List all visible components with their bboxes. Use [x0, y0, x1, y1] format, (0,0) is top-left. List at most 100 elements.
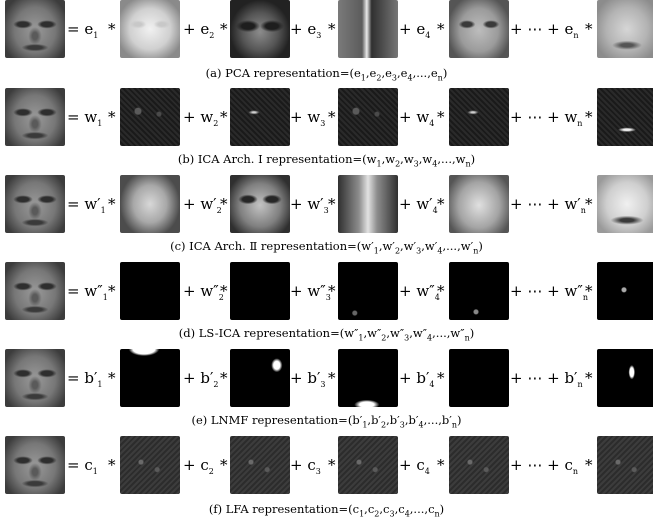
coefficient-symbol: + w — [399, 108, 430, 126]
coefficient-subscript: 1 — [93, 31, 99, 40]
coefficient-subscript: 2 — [209, 31, 215, 40]
caption-subscript: 3 — [413, 159, 419, 169]
caption-subscript: 4 — [404, 509, 410, 519]
basis-image-2 — [230, 175, 290, 233]
coefficient-subscript: 3 — [320, 380, 326, 389]
caption-subscript: 3 — [391, 73, 398, 83]
coefficient-symbol: = b′ — [67, 369, 98, 387]
caption-coefficient: c — [367, 502, 375, 516]
multiply-sign: * — [108, 108, 116, 126]
caption-coefficient: e — [353, 66, 361, 80]
coefficient-term: + w′2 — [183, 195, 222, 220]
caption-subscript: 2 — [395, 159, 401, 169]
caption-subscript: 1 — [360, 73, 366, 83]
caption-subscript: 4 — [427, 333, 433, 343]
caption-subscript: n — [434, 509, 440, 519]
basis-image-3 — [338, 262, 398, 320]
multiply-sign: * — [437, 282, 445, 300]
coefficient-symbol: + c — [290, 456, 316, 474]
basis-image-2 — [230, 349, 290, 407]
caption-coefficient: b′ — [352, 413, 363, 427]
caption-coefficient: w″ — [390, 326, 405, 340]
coefficient-symbol: + b′ — [290, 369, 321, 387]
coefficient-symbol: + ⋯ + w″ — [510, 282, 583, 300]
basis-image-1 — [120, 262, 180, 320]
caption-label: (c) ICA Arch. Ⅱ representation= — [170, 239, 357, 253]
equation-row-1: = e1 * + e2 * + e3 * + e4 * + ⋯ + en * — [0, 0, 653, 60]
face-image — [5, 436, 65, 494]
basis-image-n — [597, 175, 653, 233]
basis-image-2 — [230, 262, 290, 320]
multiply-sign: * — [220, 20, 228, 38]
coefficient-subscript: n — [582, 293, 589, 302]
coefficient-symbol: = w″ — [67, 282, 103, 300]
multiply-sign: * — [437, 369, 445, 387]
basis-image-n — [597, 262, 653, 320]
coefficient-symbol: + w′ — [290, 195, 324, 213]
coefficient-term: + e2 — [183, 20, 214, 45]
multiply-sign: * — [328, 108, 336, 126]
coefficient-symbol: = e — [67, 20, 94, 38]
coefficient-subscript: 4 — [432, 206, 438, 215]
caption-subscript: 2 — [394, 246, 401, 256]
coefficient-term: = w″1 — [67, 282, 108, 307]
caption-coefficient: b′ — [441, 413, 452, 427]
coefficient-subscript: n — [580, 206, 586, 215]
multiply-sign: * — [585, 282, 593, 300]
coefficient-symbol: = c — [67, 456, 93, 474]
coefficient-term: + ⋯ + w′n — [510, 195, 586, 220]
coefficient-subscript: 4 — [425, 31, 431, 40]
coefficient-symbol: + w′ — [399, 195, 433, 213]
caption-subscript: 2 — [374, 509, 380, 519]
equation-row-3: = w′1 * + w′2 * + w′3 * + w′4 * + ⋯ + w′n * — [0, 175, 653, 235]
caption-coefficient: w′ — [382, 239, 395, 253]
coefficient-symbol: + w″ — [290, 282, 326, 300]
caption-subscript: 1 — [358, 333, 364, 343]
caption-coefficient: w — [385, 152, 396, 166]
caption-subscript: 3 — [399, 420, 405, 430]
basis-image-2 — [230, 88, 290, 146]
coefficient-subscript: 3 — [315, 467, 321, 476]
caption-coefficient: e — [369, 66, 377, 80]
basis-image-n — [597, 88, 653, 146]
equation-row-5: = b′1 * + b′2 * + b′3 * + b′4 * + ⋯ + b′n * — [0, 349, 653, 409]
caption-subscript: 4 — [407, 73, 413, 83]
basis-image-1 — [120, 88, 180, 146]
multiply-sign: * — [108, 282, 116, 300]
coefficient-term: + c3 — [290, 456, 321, 481]
coefficient-subscript: 1 — [102, 293, 108, 302]
caption-subscript: 4 — [418, 420, 424, 430]
face-image — [5, 0, 65, 58]
caption-subscript: n — [473, 246, 479, 256]
basis-image-4 — [449, 175, 509, 233]
coefficient-term: + w″2 — [183, 282, 224, 307]
coefficient-term: + ⋯ + wn — [510, 108, 582, 133]
basis-image-2 — [230, 436, 290, 494]
face-image — [5, 88, 65, 146]
coefficient-symbol: + ⋯ + c — [510, 456, 573, 474]
coefficient-term: = e1 — [67, 20, 98, 45]
coefficient-subscript: 2 — [213, 119, 219, 128]
basis-image-n — [597, 436, 653, 494]
coefficient-term: + b′3 — [290, 369, 325, 394]
multiply-sign: * — [108, 456, 116, 474]
coefficient-subscript: n — [572, 467, 578, 476]
caption-coefficient: b′ — [389, 413, 400, 427]
face-image — [5, 349, 65, 407]
coefficient-term: + b′2 — [183, 369, 218, 394]
coefficient-symbol: + ⋯ + e — [510, 20, 574, 38]
coefficient-term: + w2 — [183, 108, 218, 133]
multiply-sign: * — [220, 456, 228, 474]
caption-subscript: 3 — [416, 246, 422, 256]
coefficient-subscript: 1 — [97, 119, 103, 128]
coefficient-subscript: 2 — [218, 293, 224, 302]
caption-coefficient: w′ — [424, 239, 438, 253]
coefficient-symbol: + b′ — [399, 369, 430, 387]
caption-coefficient: b′ — [371, 413, 382, 427]
coefficient-subscript: n — [573, 31, 579, 40]
coefficient-symbol: + c — [399, 456, 425, 474]
caption-subscript: 1 — [362, 420, 368, 430]
equation-row-2: = w1 * + w2 * + w3 * + w4 * + ⋯ + wn * — [0, 88, 653, 148]
coefficient-term: + b′4 — [399, 369, 434, 394]
basis-image-1 — [120, 349, 180, 407]
